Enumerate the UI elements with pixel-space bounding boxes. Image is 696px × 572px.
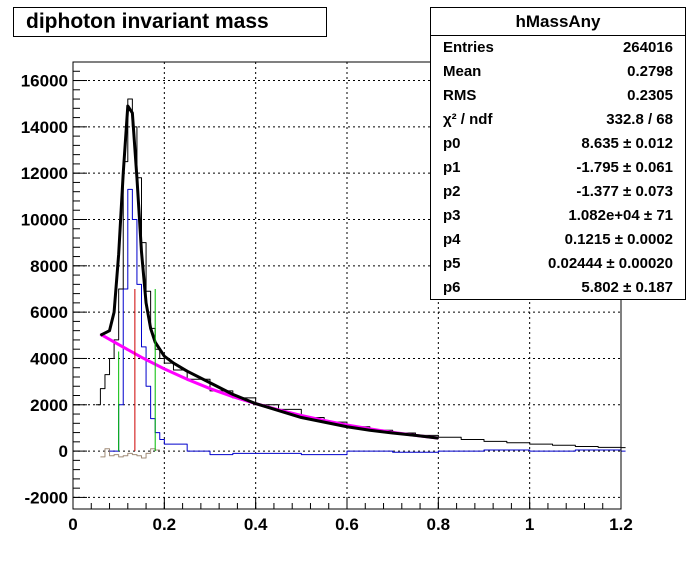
x-tick-label: 0.8: [427, 515, 451, 534]
stat-value: -1.795 ± 0.061: [576, 159, 673, 176]
x-tick-label: 0.4: [244, 515, 268, 534]
stat-value: 5.802 ± 0.187: [581, 279, 673, 296]
stat-value: 0.2798: [627, 63, 673, 80]
y-tick-label: 6000: [30, 303, 68, 322]
x-tick-label: 0: [68, 515, 77, 534]
stats-row: p2 -1.377 ± 0.073: [431, 180, 685, 204]
stat-value: 1.082e+04 ± 71: [568, 207, 673, 224]
y-tick-label: 0: [59, 442, 68, 461]
stats-row: p3 1.082e+04 ± 71: [431, 204, 685, 228]
stat-value: 0.2305: [627, 87, 673, 104]
stat-value: -1.377 ± 0.073: [576, 183, 673, 200]
stats-row: p4 0.1215 ± 0.0002: [431, 228, 685, 252]
y-tick-label: 10000: [21, 210, 68, 229]
stats-row: Entries 264016: [431, 36, 685, 60]
stats-row: p5 0.02444 ± 0.00020: [431, 252, 685, 276]
stats-row: p6 5.802 ± 0.187: [431, 276, 685, 300]
stats-row: p0 8.635 ± 0.012: [431, 132, 685, 156]
stat-label: p1: [443, 159, 461, 176]
sideband-series: [100, 448, 160, 459]
total-fit-series: [99, 104, 439, 440]
stats-row: p1 -1.795 ± 0.061: [431, 156, 685, 180]
y-tick-label: 2000: [30, 396, 68, 415]
histogram-title: diphoton invariant mass: [13, 7, 327, 37]
stat-value: 0.02444 ± 0.00020: [547, 255, 673, 272]
y-tick-label: 14000: [21, 118, 68, 137]
stat-label: p6: [443, 279, 461, 296]
stat-label: p3: [443, 207, 461, 224]
x-tick-label: 1.2: [609, 515, 633, 534]
stat-label: p0: [443, 135, 461, 152]
stat-value: 332.8 / 68: [606, 111, 673, 128]
series-layer: [95, 98, 626, 459]
x-tick-label: 0.2: [153, 515, 177, 534]
stat-value: 8.635 ± 0.012: [581, 135, 673, 152]
y-tick-label: -2000: [25, 488, 68, 507]
stats-row: RMS 0.2305: [431, 84, 685, 108]
x-tick-label: 0.6: [335, 515, 359, 534]
stat-label: p2: [443, 183, 461, 200]
stats-box: hMassAny Entries 264016 Mean 0.2798 RMS 0.2…: [430, 7, 686, 300]
residual-series: [109, 188, 626, 456]
y-tick-label: 4000: [30, 349, 68, 368]
marker-layer: [118, 288, 156, 452]
stat-label: p4: [443, 231, 461, 248]
x-tick-label: 1: [525, 515, 534, 534]
y-tick-label: 8000: [30, 257, 68, 276]
stat-label: χ² / ndf: [443, 111, 493, 128]
stats-row: χ² / ndf 332.8 / 68: [431, 108, 685, 132]
stats-row: Mean 0.2798: [431, 60, 685, 84]
y-tick-label: 16000: [21, 72, 68, 91]
stats-box-name: hMassAny: [431, 8, 685, 36]
stat-label: p5: [443, 255, 461, 272]
axes: 0 0.2 0.4 0.6 0.8 1 1.2-2000020004000600080001…: [21, 61, 633, 534]
stat-value: 264016: [622, 39, 673, 56]
stat-value: 0.1215 ± 0.0002: [564, 231, 673, 248]
y-tick-label: 12000: [21, 164, 68, 183]
stat-label: Mean: [443, 63, 482, 80]
stat-label: Entries: [443, 39, 494, 56]
stat-label: RMS: [443, 87, 477, 104]
